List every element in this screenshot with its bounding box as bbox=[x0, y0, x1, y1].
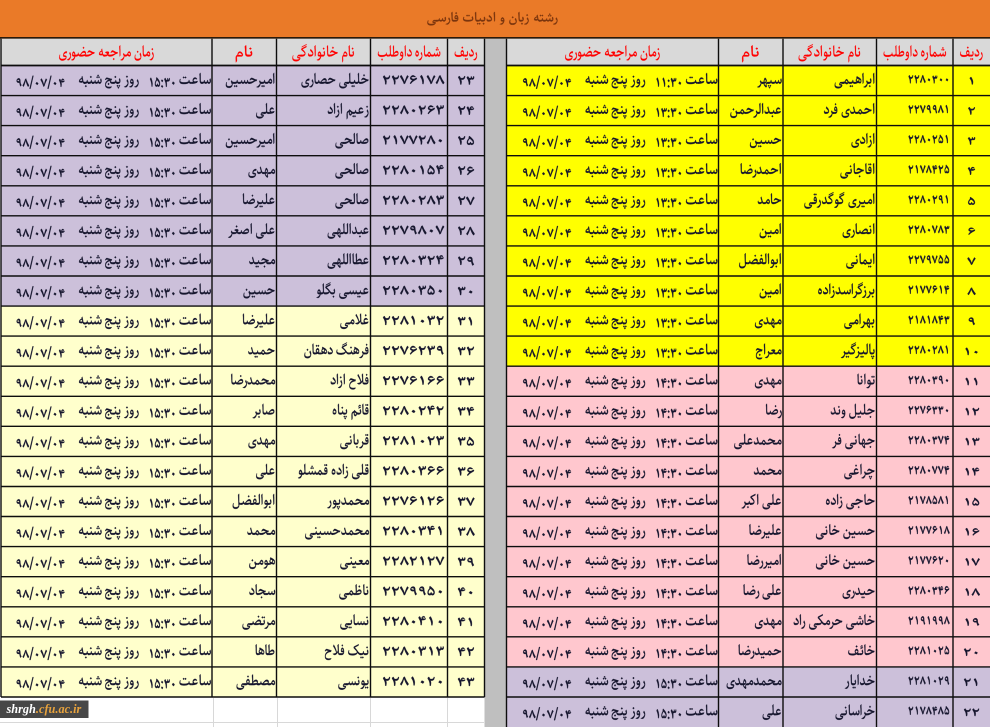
svg-text:shrgh.cfu.ac.ir: shrgh.cfu.ac.ir bbox=[6, 702, 82, 716]
